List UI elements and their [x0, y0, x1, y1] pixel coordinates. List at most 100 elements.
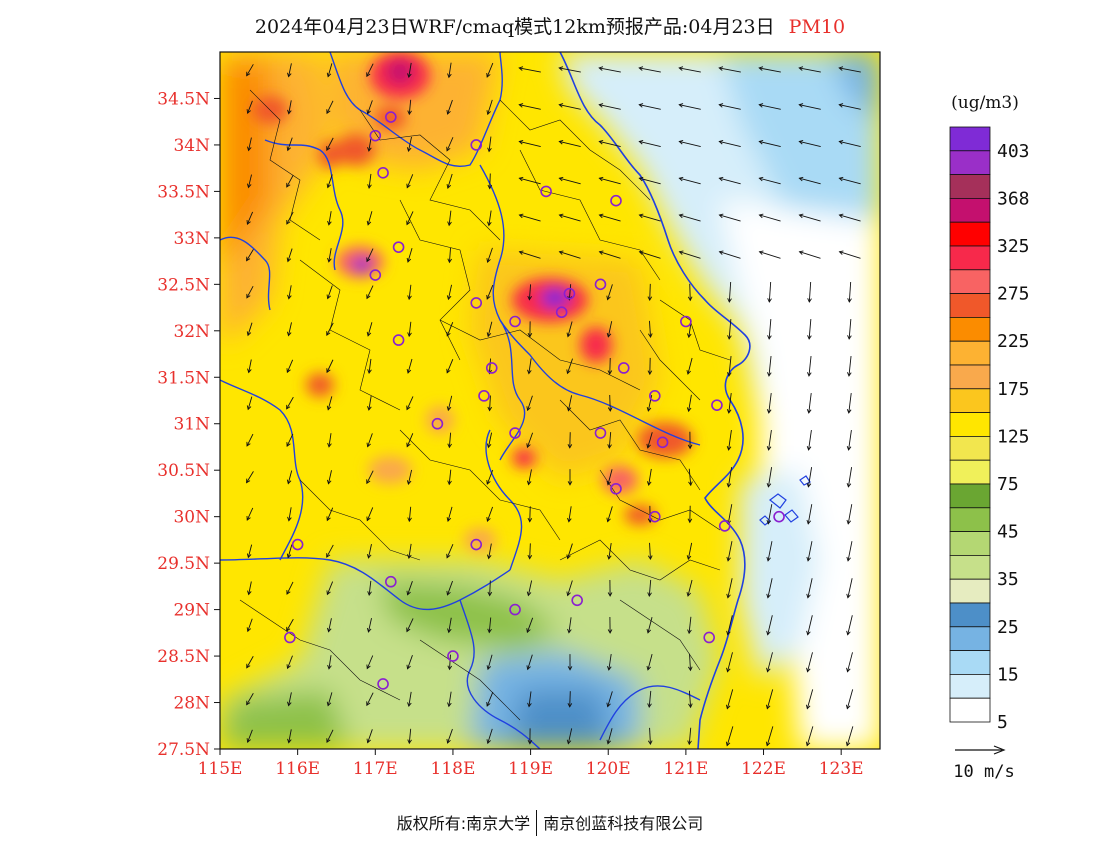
colorbar-segment	[949, 126, 991, 152]
wind-arrowhead	[366, 331, 372, 337]
hotspot-suzhou-ah	[335, 134, 375, 166]
lon-label: 116E	[275, 759, 320, 779]
wind-arrow	[247, 100, 253, 114]
wind-arrowhead	[406, 220, 411, 226]
wind-arrow	[448, 210, 452, 226]
lon-label: 118E	[431, 759, 476, 779]
wind-arrowhead	[766, 593, 771, 599]
wind-arrow	[407, 469, 413, 485]
wind-arrow	[406, 211, 414, 225]
wind-arrow	[599, 104, 621, 110]
colorbar-segment	[949, 293, 991, 318]
wind-arrow	[847, 467, 853, 487]
wind-arrowhead	[798, 176, 804, 182]
wind-arrow	[246, 656, 254, 668]
wind-arrow	[726, 726, 734, 746]
wind-arrow	[486, 62, 494, 78]
wind-arrowhead	[286, 442, 291, 447]
wind-arrowhead	[798, 213, 804, 219]
hotspot-hangzhou-bay	[637, 422, 693, 458]
wind-arrow	[368, 543, 372, 559]
wind-arrowhead	[726, 482, 732, 488]
legend-unit: (ug/m3)	[951, 93, 1019, 113]
wind-arrowhead	[286, 219, 291, 225]
colorbar-segment	[949, 650, 991, 675]
wind-arrowhead	[447, 73, 452, 79]
wind-arrow	[519, 141, 541, 147]
lat-label: 34.5N	[157, 89, 210, 109]
hotspot-north-2	[374, 106, 406, 130]
lat-label: 28.5N	[157, 647, 210, 667]
wind-arrowhead	[846, 519, 852, 525]
station-marker	[509, 603, 521, 616]
wind-arrow	[639, 67, 661, 73]
wind-arrow	[287, 470, 293, 484]
wind-arrow	[839, 141, 861, 147]
wind-arrowhead	[518, 66, 524, 71]
wind-arrowhead	[646, 481, 652, 486]
wind-arrow	[528, 691, 532, 707]
wind-arrow	[559, 177, 581, 185]
wind-arrowhead	[286, 404, 291, 410]
wind-arrowhead	[486, 665, 492, 671]
wind-arrow	[408, 543, 412, 559]
wind-arrow	[808, 356, 812, 376]
wind-arrowhead	[838, 66, 844, 71]
wind-arrowhead	[326, 294, 331, 300]
lon-label: 121E	[663, 759, 708, 779]
station-marker	[291, 538, 304, 551]
wind-arrow	[286, 174, 294, 188]
wind-arrowhead	[286, 590, 291, 595]
wind-arrowhead	[327, 257, 332, 263]
wind-arrowhead	[447, 702, 452, 708]
wind-arrow	[288, 729, 292, 743]
station-marker	[431, 417, 444, 430]
wind-arrowhead	[407, 702, 412, 708]
wind-arrowhead	[487, 184, 493, 190]
wind-arrowhead	[406, 664, 411, 670]
wind-arrowhead	[246, 256, 251, 262]
wind-arrow	[366, 248, 374, 262]
station-marker	[563, 287, 576, 300]
wind-arrowhead	[446, 368, 451, 374]
wind-arrowhead	[846, 482, 852, 488]
wind-arrow	[288, 692, 292, 706]
wind-arrow	[526, 432, 534, 448]
wind-arrow	[407, 581, 413, 595]
wind-arrow	[847, 504, 853, 524]
wind-arrowhead	[286, 553, 292, 559]
wind-arrow	[527, 654, 533, 670]
lon-label: 123E	[819, 759, 864, 779]
wind-arrow	[488, 617, 492, 633]
wind-arrow	[328, 618, 332, 632]
wind-arrowhead	[725, 704, 731, 710]
wind-arrowhead	[718, 176, 724, 182]
wind-arrow	[688, 394, 692, 412]
wind-arrow	[446, 137, 454, 151]
colorbar-label: 325	[997, 236, 1030, 257]
wind-arrowhead	[718, 213, 724, 219]
wind-arrowhead	[807, 335, 812, 340]
wind-arrow	[447, 173, 453, 189]
wind-arrow	[247, 322, 253, 336]
wind-arrowhead	[798, 66, 804, 71]
wind-arrowhead	[678, 250, 684, 255]
wind-arrow	[727, 578, 733, 598]
wind-arrow	[367, 100, 373, 114]
wind-arrow	[448, 432, 452, 448]
colorbar-labels: 403 368 325 275 225 175 125 75 45 35 25 15 5	[997, 141, 1030, 733]
wind-arrowhead	[406, 147, 412, 152]
wind-arrowhead	[326, 516, 331, 522]
wind-arrow	[649, 727, 651, 745]
wind-arrowhead	[558, 66, 564, 71]
wind-arrow	[559, 251, 581, 259]
wind-arrowhead	[686, 555, 692, 561]
hotspot-zhenjiang	[580, 327, 612, 363]
wind-arrow	[799, 177, 821, 185]
wind-arrow	[519, 104, 541, 110]
wind-arrow	[759, 141, 781, 147]
wind-arrow	[569, 691, 571, 707]
lon-label: 122E	[741, 759, 786, 779]
map-field	[220, 52, 880, 749]
wind-arrow	[639, 141, 661, 147]
